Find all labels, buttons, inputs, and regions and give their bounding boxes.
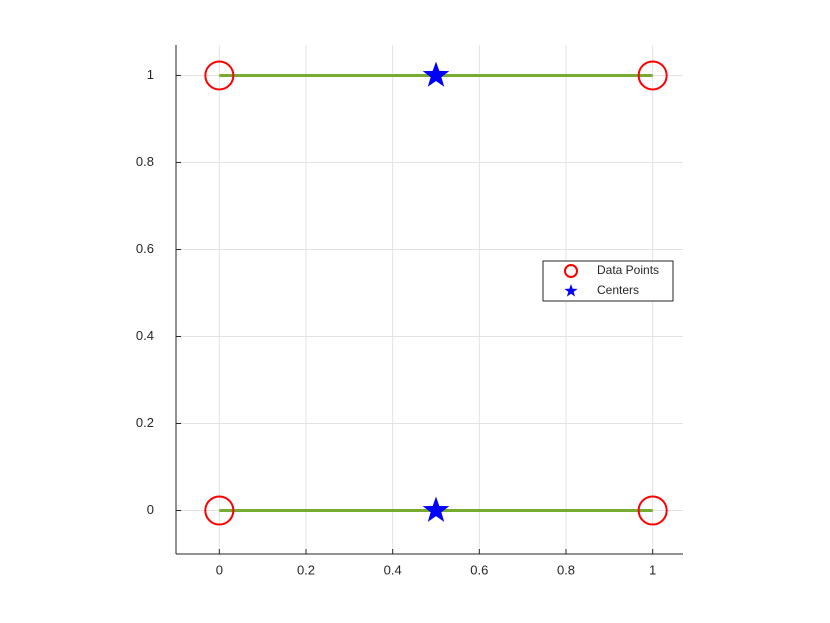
- x-tick-label: 0.2: [297, 562, 315, 577]
- data-point: [204, 495, 235, 526]
- center-point: [422, 496, 450, 522]
- y-tick-label: 0.4: [136, 328, 154, 343]
- y-tick-label: 0: [147, 502, 154, 517]
- x-tick-label: 0.4: [384, 562, 402, 577]
- legend-label: Data Points: [597, 263, 659, 277]
- y-tick-label: 0.8: [136, 154, 154, 169]
- legend-marker: [564, 284, 578, 297]
- center-point: [422, 61, 450, 87]
- legend-box: [542, 260, 674, 302]
- x-tick-label: 0.6: [470, 562, 488, 577]
- y-tick-label: 0.6: [136, 241, 154, 256]
- y-tick-label: 0.2: [136, 415, 154, 430]
- legend: Data Points Centers: [542, 260, 674, 302]
- legend-marker: [564, 264, 578, 278]
- x-tick-label: 0.8: [557, 562, 575, 577]
- x-tick-label: 0: [216, 562, 223, 577]
- x-tick-label: 1: [649, 562, 656, 577]
- y-tick-label: 1: [147, 67, 154, 82]
- legend-label: Centers: [597, 283, 639, 297]
- data-point: [637, 495, 668, 526]
- data-point: [637, 60, 668, 91]
- data-point: [204, 60, 235, 91]
